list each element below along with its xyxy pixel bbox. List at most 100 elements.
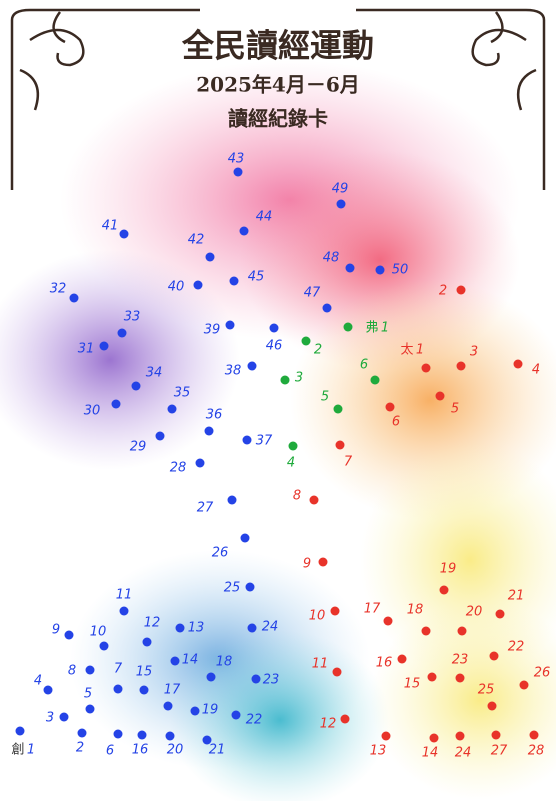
dot-label: 43: [228, 152, 245, 167]
dot-label: 11: [312, 657, 329, 672]
reading-dot: [340, 714, 350, 724]
dot-label: 18: [407, 603, 424, 618]
reading-dot: [301, 336, 311, 346]
reading-dot: [205, 252, 215, 262]
dot-label: 32: [50, 282, 67, 297]
reading-dot: [227, 495, 237, 505]
reading-dot: [247, 623, 257, 633]
reading-dot: [137, 730, 147, 740]
reading-dot: [429, 733, 439, 743]
reading-dot: [457, 626, 467, 636]
dot-label: 9: [52, 623, 60, 638]
dot-label: 16: [132, 743, 149, 758]
reading-dot: [375, 265, 385, 275]
dot-label: 28: [170, 461, 187, 476]
reading-dot: [165, 731, 175, 741]
dot-label: 16: [376, 656, 393, 671]
reading-dot: [131, 381, 141, 391]
reading-dot: [247, 361, 257, 371]
dot-label: 28: [528, 744, 545, 759]
dot-label: 12: [144, 616, 161, 631]
reading-dot: [381, 731, 391, 741]
reading-dot: [495, 609, 505, 619]
reading-dot: [513, 359, 523, 369]
reading-dot: [322, 303, 332, 313]
dot-label: 17: [164, 683, 181, 698]
reading-dot: [280, 375, 290, 385]
reading-dot: [206, 672, 216, 682]
reading-dot: [99, 341, 109, 351]
reading-dot: [229, 276, 239, 286]
reading-dot: [139, 685, 149, 695]
reading-dot: [242, 435, 252, 445]
reading-dot: [175, 623, 185, 633]
reading-dot: [519, 680, 529, 690]
dot-label: 31: [78, 342, 95, 357]
reading-dot: [251, 674, 261, 684]
reading-dot: [335, 440, 345, 450]
corner-ornaments: [10, 8, 546, 190]
dot-label: 20: [466, 605, 483, 620]
dot-label: 24: [455, 746, 472, 761]
dot-label: 42: [188, 233, 205, 248]
dot-label: 35: [174, 386, 191, 401]
dot-label: 13: [370, 744, 387, 759]
dot-label: 8: [68, 664, 76, 679]
dot-label: 34: [146, 366, 163, 381]
dot-label: 17: [364, 602, 381, 617]
dot-label: 5: [451, 402, 459, 417]
dot-label: 10: [90, 625, 107, 640]
dot-label: 48: [323, 251, 340, 266]
reading-dot: [167, 404, 177, 414]
dot-label: 1: [27, 743, 35, 758]
reading-dot: [455, 731, 465, 741]
title: 全民讀經運動: [181, 27, 374, 65]
reading-dot: [111, 399, 121, 409]
dot-label: 21: [209, 743, 226, 758]
reading-dot: [343, 322, 353, 332]
reading-dot: [43, 685, 53, 695]
subtitle: 讀經紀錄卡: [228, 107, 328, 131]
reading-dot: [204, 426, 214, 436]
reading-dot: [385, 402, 395, 412]
dot-label: 38: [225, 364, 242, 379]
reading-dot: [113, 729, 123, 739]
reading-dot: [309, 495, 319, 505]
dot-label: 36: [206, 408, 223, 423]
dot-label: 26: [534, 666, 551, 681]
reading-dot: [119, 229, 129, 239]
dot-label: 7: [114, 662, 123, 677]
dot-label: 24: [262, 620, 279, 635]
dot-label: 21: [508, 589, 525, 604]
reading-dot: [421, 626, 431, 636]
dot-label: 8: [293, 489, 301, 504]
dot-label: 9: [303, 557, 311, 572]
dot-label: 3: [470, 345, 478, 360]
dot-label: 5: [84, 687, 92, 702]
reading-dot: [142, 637, 152, 647]
dot-label: 22: [508, 640, 525, 655]
reading-dot: [288, 441, 298, 451]
dot-label: 12: [320, 717, 337, 732]
reading-dot: [64, 630, 74, 640]
dot-label: 6: [106, 744, 114, 759]
dot-label: 45: [248, 270, 265, 285]
dot-label: 2: [439, 284, 447, 299]
dot-label: 46: [266, 339, 283, 354]
dot-label: 7: [344, 455, 353, 470]
reading-dot: [170, 656, 180, 666]
dot-label: 5: [321, 390, 329, 405]
dot-label: 4: [532, 363, 540, 378]
reading-dot: [397, 654, 407, 664]
dot-label: 33: [124, 310, 141, 325]
reading-dot: [195, 458, 205, 468]
dot-label: 3: [46, 711, 54, 726]
dot-label: 49: [332, 182, 349, 197]
reading-dot: [233, 167, 243, 177]
dot-label: 14: [182, 653, 199, 668]
reading-dot: [455, 673, 465, 683]
dot-label: 6: [360, 358, 368, 373]
reading-dot: [77, 728, 87, 738]
